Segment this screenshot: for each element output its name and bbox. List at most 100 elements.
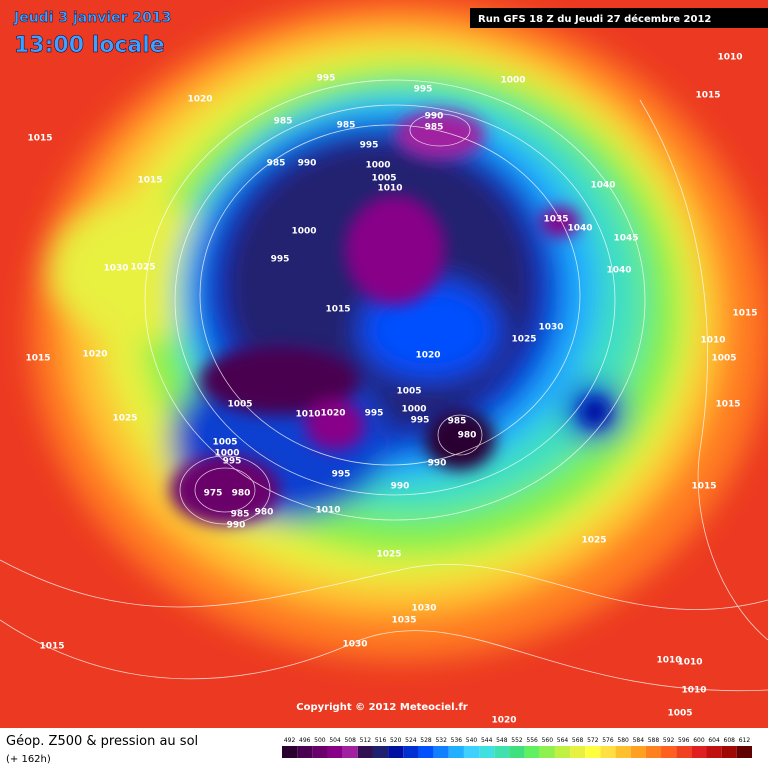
scale-label: 496 [299,737,311,744]
isobar-label: 980 [232,489,251,499]
scale-label: 580 [617,737,629,744]
isobar-label: 995 [365,409,384,419]
isobar-label: 1015 [715,400,740,410]
scale-label: 596 [678,737,690,744]
scale-swatch [661,746,677,758]
scale-label: 516 [375,737,387,744]
isobar-label: 1010 [681,686,706,696]
isobar-label: 990 [428,459,447,469]
scale-swatch [585,746,601,758]
isobar-label: 1020 [491,716,516,726]
isobar-label: 1000 [291,227,316,237]
scale-swatch [479,746,495,758]
isobar-label: 1020 [415,351,440,361]
isobar-label: 985 [337,121,356,131]
isobar-label: 1025 [511,335,536,345]
isobar-label: 995 [360,141,379,151]
isobar-label: 1010 [700,336,725,346]
isobar-label: 990 [391,482,410,492]
scale-swatch [645,746,662,758]
scale-label: 512 [360,737,372,744]
isobar-label: 1005 [227,400,252,410]
scale-label: 612 [739,737,751,744]
isobar-label: 1035 [391,616,416,626]
scale-swatch [494,746,510,758]
scale-label: 544 [481,737,493,744]
scale-swatch [418,746,434,758]
geopotential-field [0,0,768,728]
isobar-label: 1025 [112,414,137,424]
scale-label: 524 [405,737,417,744]
isobar-label: 1015 [25,354,50,364]
isobar-label: 1025 [376,550,401,560]
isobar-label: 1030 [342,640,367,650]
scale-label: 528 [420,737,432,744]
isobar-label: 1015 [695,91,720,101]
scale-label: 564 [557,737,569,744]
scale-label: 556 [526,737,538,744]
scale-swatch [433,746,449,758]
isobar-label: 990 [227,521,246,531]
scale-swatch [706,746,722,758]
isobar-label: 1030 [538,323,563,333]
isobar-label: 990 [425,112,444,122]
scale-swatch [676,746,692,758]
scale-label: 548 [496,737,508,744]
scale-label: 560 [542,737,554,744]
scale-swatch [600,746,616,758]
isobar-label: 1020 [320,409,345,419]
scale-swatch [509,746,525,758]
scale-swatch [282,746,298,758]
isobar-label: 1035 [543,215,568,225]
isobar-label: 1015 [39,642,64,652]
forecast-date: Jeudi 3 janvier 2013 [13,10,171,26]
isobar-label: 985 [448,417,467,427]
scale-label: 552 [511,737,523,744]
scale-swatch [327,746,343,758]
isobar-label: 1000 [401,405,426,415]
isobar-label: 995 [317,74,336,84]
scale-swatch [312,746,328,758]
run-info: Run GFS 18 Z du Jeudi 27 décembre 2012 [478,13,711,25]
isobar-label: 1015 [137,176,162,186]
scale-swatch [357,746,373,758]
isobar-label: 995 [411,416,430,426]
isobar-label: 1040 [606,266,631,276]
isobar-label: 990 [298,159,317,169]
isobar-label: 1015 [325,305,350,315]
footer-lead: (+ 162h) [6,754,51,765]
isobar-label: 1020 [82,350,107,360]
footer-title: Géop. Z500 & pression au sol [6,734,198,749]
scale-swatch [403,746,419,758]
scale-swatch [615,746,631,758]
scale-label: 600 [693,737,705,744]
isobar-label: 1000 [500,76,525,86]
scale-swatch [524,746,540,758]
scale-label: 540 [466,737,478,744]
isobar-label: 985 [274,117,293,127]
isobar-label: 1020 [187,95,212,105]
isobar-label: 1005 [711,354,736,364]
isobar-label: 1015 [691,482,716,492]
scale-label: 532 [435,737,447,744]
scale-swatch [448,746,464,758]
scale-label: 504 [329,737,341,744]
isobar-label: 1045 [613,234,638,244]
isobar-label: 1015 [732,309,757,319]
scale-label: 588 [648,737,660,744]
forecast-time: 13:00 locale [14,33,165,58]
isobar-label: 995 [332,470,351,480]
isobar-label: 1010 [315,506,340,516]
isobar-label: 1005 [667,709,692,719]
scale-swatch [388,746,404,758]
isobar-label: 1010 [377,184,402,194]
isobar-label: 1010 [677,658,702,668]
isobar-label: 980 [458,431,477,441]
isobar-label: 1040 [567,224,592,234]
isobars [0,79,768,692]
isobar-label: 995 [414,85,433,95]
isobar-label: 995 [223,457,242,467]
scale-label: 604 [708,737,720,744]
isobar-label: 995 [271,255,290,265]
